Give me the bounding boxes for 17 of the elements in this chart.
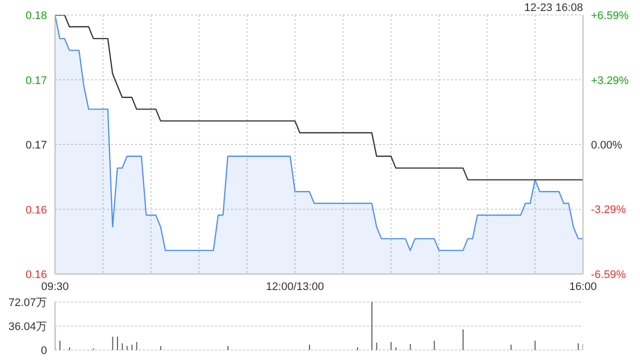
text: 12-23 16:08: [524, 2, 583, 14]
y2-tick-label: -6.59%: [591, 269, 626, 281]
y-tick-label: 72.07万: [8, 296, 47, 309]
y2-tick-label: +3.29%: [591, 74, 629, 87]
y2-tick-label: -3.29%: [591, 204, 626, 216]
y-tick-label: 0: [40, 344, 47, 357]
y-tick-label: 0.17: [26, 74, 47, 87]
x-tick-label: 16:00: [569, 280, 597, 293]
y2-tick-label: +6.59%: [591, 10, 629, 22]
y-tick-label: 0.17: [26, 140, 47, 152]
y-tick-label: 0.16: [26, 269, 47, 281]
x-tick-label: 12:00/13:00: [266, 280, 324, 293]
y-tick-label: 0.16: [26, 204, 47, 216]
x-tick-label: 09:30: [41, 280, 69, 293]
y2-tick-label: 0.00%: [591, 140, 622, 152]
y-tick-label: 36.04万: [8, 320, 47, 333]
y-tick-label: 0.18: [26, 10, 47, 22]
